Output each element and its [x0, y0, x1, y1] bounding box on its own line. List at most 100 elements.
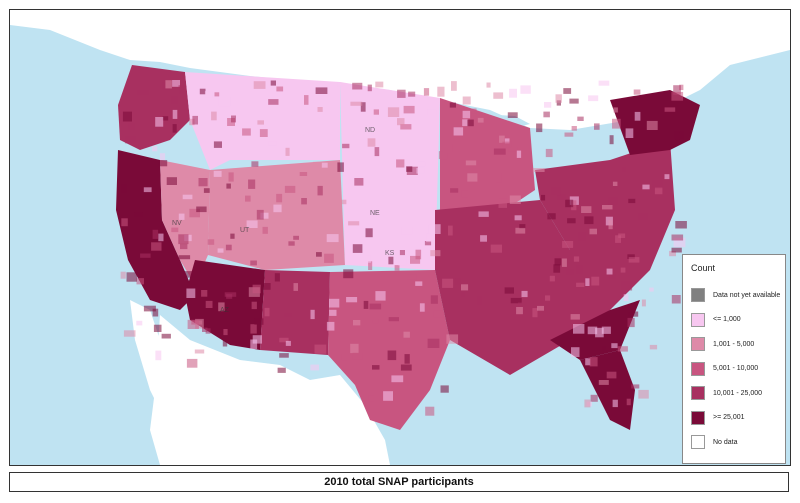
- county-patch: [430, 295, 438, 304]
- county-patch: [186, 358, 198, 368]
- county-patch: [612, 181, 618, 186]
- county-patch: [198, 178, 208, 187]
- county-patch: [222, 339, 228, 347]
- county-patch: [628, 198, 636, 204]
- legend-title: Count: [691, 263, 716, 273]
- county-patch: [532, 308, 538, 318]
- county-patch: [387, 107, 400, 117]
- region-upper-midwest: [440, 98, 535, 220]
- county-patch: [273, 204, 282, 213]
- county-patch: [594, 123, 600, 130]
- county-patch: [399, 250, 405, 256]
- county-patch: [367, 84, 372, 92]
- county-patch: [202, 327, 208, 332]
- county-patch: [285, 340, 291, 346]
- county-patch: [425, 406, 435, 416]
- county-patch: [155, 350, 162, 361]
- county-patch: [172, 80, 180, 87]
- county-patch: [178, 85, 184, 94]
- county-patch: [205, 328, 211, 334]
- county-patch: [541, 194, 546, 201]
- county-patch: [172, 124, 177, 133]
- county-patch: [178, 255, 191, 260]
- county-patch: [369, 303, 382, 310]
- county-patch: [348, 221, 360, 226]
- county-patch: [627, 311, 639, 317]
- county-patch: [588, 95, 599, 102]
- county-patch: [543, 111, 550, 118]
- county-patch: [403, 331, 410, 338]
- county-patch: [182, 194, 193, 200]
- county-patch: [615, 235, 621, 243]
- county-patch: [646, 120, 658, 130]
- county-patch: [442, 278, 454, 288]
- county-patch: [406, 274, 417, 280]
- county-patch: [317, 185, 323, 196]
- label-az: AZ: [220, 307, 230, 314]
- label-ks: KS: [385, 250, 395, 257]
- county-patch: [679, 84, 684, 91]
- county-patch: [613, 107, 618, 113]
- county-patch: [440, 385, 449, 393]
- county-patch: [571, 126, 577, 131]
- county-patch: [375, 81, 384, 88]
- county-patch: [251, 161, 259, 167]
- legend-label: 1,001 - 5,000: [713, 340, 755, 348]
- county-patch: [337, 199, 347, 205]
- legend-swatch: [691, 386, 705, 401]
- county-patch: [504, 287, 514, 294]
- county-patch: [398, 255, 407, 266]
- legend-label: 5,001 - 10,000: [713, 365, 759, 373]
- county-patch: [631, 384, 640, 389]
- legend-item: 5,001 - 10,000: [691, 357, 779, 382]
- county-patch: [427, 109, 437, 116]
- county-patch: [508, 146, 518, 152]
- county-patch: [626, 398, 631, 406]
- county-patch: [171, 227, 179, 233]
- county-patch: [498, 198, 507, 208]
- county-patch: [326, 321, 335, 331]
- county-patch: [213, 141, 222, 148]
- county-patch: [180, 243, 188, 250]
- county-patch: [259, 129, 268, 137]
- county-patch: [192, 115, 198, 125]
- county-patch: [250, 260, 257, 266]
- county-patch: [262, 226, 268, 234]
- county-patch: [397, 89, 406, 98]
- county-patch: [404, 354, 410, 364]
- county-patch: [205, 300, 213, 308]
- county-patch: [601, 346, 607, 351]
- county-patch: [415, 281, 423, 286]
- county-patch: [671, 91, 684, 101]
- county-patch: [199, 88, 206, 95]
- legend-label: 10,001 - 25,000: [713, 389, 763, 397]
- county-patch: [268, 141, 277, 146]
- snap-map[interactable]: ND NV UT KS NE AZ: [10, 10, 790, 465]
- county-patch: [480, 235, 487, 242]
- county-patch: [186, 288, 196, 298]
- county-patch: [136, 278, 144, 285]
- county-patch: [352, 352, 363, 360]
- county-patch: [537, 305, 544, 311]
- county-patch: [417, 161, 426, 167]
- county-patch: [223, 329, 228, 336]
- county-patch: [277, 367, 286, 373]
- legend-item: 1,001 - 5,000: [691, 332, 779, 357]
- county-patch: [159, 153, 166, 161]
- county-patch: [606, 371, 617, 379]
- county-patch: [173, 213, 179, 220]
- county-patch: [143, 187, 152, 193]
- county-patch: [621, 167, 627, 173]
- county-patch: [618, 233, 626, 238]
- county-patch: [246, 220, 258, 228]
- county-patch: [581, 206, 592, 213]
- county-patch: [545, 148, 553, 158]
- county-patch: [462, 110, 471, 119]
- county-patch: [477, 117, 484, 123]
- county-patch: [608, 273, 617, 279]
- county-patch: [571, 200, 577, 211]
- county-patch: [201, 290, 208, 297]
- county-patch: [228, 172, 234, 182]
- county-patch: [346, 297, 358, 303]
- county-patch: [467, 119, 474, 127]
